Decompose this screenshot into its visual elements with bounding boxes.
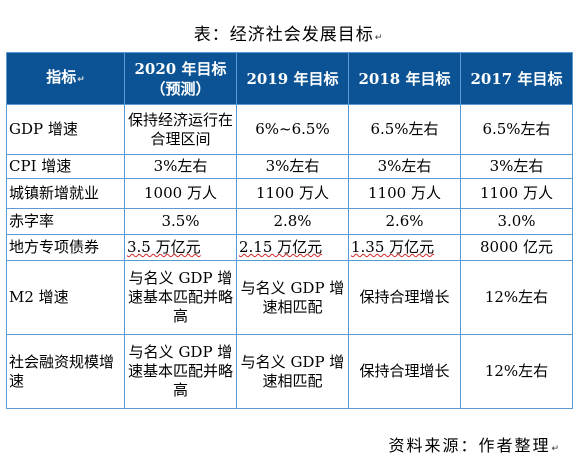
header-2018: 2018 年目标 — [348, 52, 461, 105]
paragraph-mark-icon: ↵ — [374, 33, 384, 43]
table-row: 地方专项债券 3.5 万亿元 2.15 万亿元 1.35 万亿元 8000 亿元 — [6, 234, 573, 261]
table-row: 城镇新增就业 1000 万人 1100 万人 1100 万人 1100 万人 — [6, 178, 573, 209]
economic-targets-table: 指标↵ 2020 年目标（预测） 2019 年目标 2018 年目标 2017 … — [6, 52, 573, 409]
value-cell-2019: 3%左右 — [236, 154, 349, 179]
value-cell-2020: 1000 万人 — [124, 178, 237, 209]
table-row: GDP 增速 保持经济运行在合理区间 6%~6.5% 6.5%左右 6.5%左右 — [6, 104, 573, 155]
header-2020: 2020 年目标（预测） — [124, 52, 237, 105]
value-cell-2019: 与名义 GDP 增速相匹配 — [236, 334, 349, 409]
indicator-cell: 城镇新增就业 — [6, 178, 125, 209]
table-row: M2 增速 与名义 GDP 增速基本匹配并略高 与名义 GDP 增速相匹配 保持… — [6, 260, 573, 335]
value-cell-2020: 3%左右 — [124, 154, 237, 179]
indicator-cell: CPI 增速 — [6, 154, 125, 179]
value-cell-2017: 1100 万人 — [460, 178, 573, 209]
header-2019: 2019 年目标 — [236, 52, 349, 105]
value-cell-2020: 3.5 万亿元 — [124, 234, 237, 261]
value-cell-2019: 1100 万人 — [236, 178, 349, 209]
header-2017: 2017 年目标 — [460, 52, 573, 105]
value-cell-2019: 2.8% — [236, 208, 349, 235]
value-cell-2018: 1.35 万亿元 — [348, 234, 461, 261]
value-cell-2018: 3%左右 — [348, 154, 461, 179]
value-cell-2018: 保持合理增长 — [348, 334, 461, 409]
caption-text: 表：经济社会发展目标 — [193, 25, 374, 45]
indicator-cell: M2 增速 — [6, 260, 125, 335]
value-cell-2017: 6.5%左右 — [460, 104, 573, 155]
source-note: 资料来源：作者整理↵ — [388, 432, 561, 456]
indicator-cell: GDP 增速 — [6, 104, 125, 155]
value-cell-2017: 3.0% — [460, 208, 573, 235]
value-cell-2018: 6.5%左右 — [348, 104, 461, 155]
source-text: 资料来源：作者整理 — [388, 436, 551, 455]
value-cell-2017: 12%左右 — [460, 260, 573, 335]
value-cell-2018: 1100 万人 — [348, 178, 461, 209]
table-row: CPI 增速 3%左右 3%左右 3%左右 3%左右 — [6, 154, 573, 179]
value-cell-2017: 3%左右 — [460, 154, 573, 179]
value-cell-2017: 12%左右 — [460, 334, 573, 409]
value-cell-2018: 2.6% — [348, 208, 461, 235]
value-cell-2020: 3.5% — [124, 208, 237, 235]
indicator-cell: 地方专项债券 — [6, 234, 125, 261]
value-cell-2019: 6%~6.5% — [236, 104, 349, 155]
indicator-cell: 赤字率 — [6, 208, 125, 235]
value-cell-2017: 8000 亿元 — [460, 234, 573, 261]
value-cell-2019: 2.15 万亿元 — [236, 234, 349, 261]
table-row: 社会融资规模增速 与名义 GDP 增速基本匹配并略高 与名义 GDP 增速相匹配… — [6, 334, 573, 409]
value-cell-2020: 保持经济运行在合理区间 — [124, 104, 237, 155]
value-cell-2018: 保持合理增长 — [348, 260, 461, 335]
paragraph-mark-icon: ↵ — [551, 444, 561, 454]
indicator-cell: 社会融资规模增速 — [6, 334, 125, 409]
value-cell-2019: 与名义 GDP 增速相匹配 — [236, 260, 349, 335]
value-cell-2020: 与名义 GDP 增速基本匹配并略高 — [124, 334, 237, 409]
table-caption: 表：经济社会发展目标↵ — [0, 20, 577, 45]
value-cell-2020: 与名义 GDP 增速基本匹配并略高 — [124, 260, 237, 335]
header-indicator: 指标↵ — [6, 52, 125, 105]
header-row: 指标↵ 2020 年目标（预测） 2019 年目标 2018 年目标 2017 … — [6, 52, 573, 105]
table-row: 赤字率 3.5% 2.8% 2.6% 3.0% — [6, 208, 573, 235]
